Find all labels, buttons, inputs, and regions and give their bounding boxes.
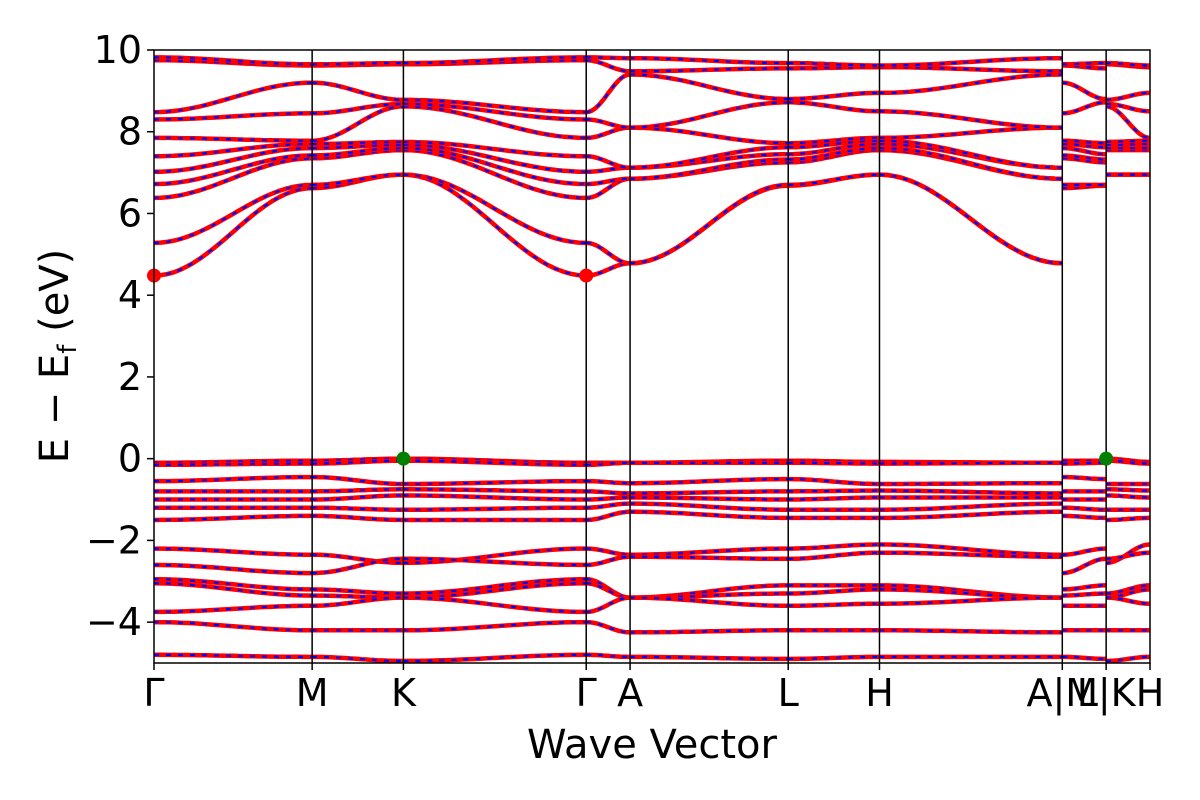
band-line-spin-up [154,487,1150,496]
y-axis-title: E − Ef (eV) [32,249,83,464]
band-line-spin-up [154,581,1150,600]
band-line-spin-up [154,72,1150,115]
band-line-spin-up [154,458,1150,468]
x-tick-label: Γ [143,671,164,715]
band-line-spin-up [154,138,1150,170]
x-tick-label: A [617,671,643,715]
x-tick-label: H [1136,671,1165,715]
high-symmetry-lines [311,50,1107,663]
band-line-spin-down [154,173,1150,265]
band-line-spin-up [154,550,1150,576]
band-line-spin-up [154,55,1150,68]
y-axis-title-unit: (eV) [32,249,78,345]
x-tick-label: L [778,671,799,715]
x-tick-label: M [296,671,329,715]
y-tick-label: 4 [118,273,142,317]
y-tick-label: 2 [118,355,142,399]
band-line-spin-down [154,149,1150,199]
y-tick-label: −4 [86,600,142,644]
band-line-spin-up [154,474,1150,487]
band-line-spin-up [154,652,1150,663]
band-line-spin-up [154,619,1150,635]
y-tick-label: 8 [118,110,142,154]
y-tick-label: 6 [118,191,142,235]
y-axis-title-subscript: f [53,344,83,354]
y-axis-title-main: E − E [32,354,78,464]
band-line-spin-up [154,493,1150,502]
band-line-spin-up [154,595,1150,615]
band-line-spin-up [154,145,1150,187]
plot-frame [153,49,1151,664]
x-tick-label: A|M [1026,671,1098,716]
vbm-marker [1099,451,1114,466]
cbm-marker [579,268,594,283]
vbm-marker [396,451,411,466]
x-tick-label: L|K [1077,671,1137,716]
y-axis: −4 −2 0 2 4 6 8 10 [86,28,154,644]
x-tick-label: H [865,671,894,715]
band-line-spin-up [154,509,1150,523]
band-lines [154,55,1150,663]
band-line-spin-down [154,105,1150,145]
x-tick-label: Γ [576,671,597,715]
band-line-spin-up [154,100,1150,130]
y-tick-label: 10 [94,28,142,72]
y-tick-label: −2 [86,518,142,562]
band-line-spin-down [154,73,1150,114]
x-axis: Γ M K Γ A L H A|ML|K H [143,663,1164,716]
x-tick-label: K [391,671,417,715]
band-line-spin-up [154,501,1150,513]
x-axis-title: Wave Vector [527,722,778,768]
y-tick-label: 0 [118,437,142,481]
